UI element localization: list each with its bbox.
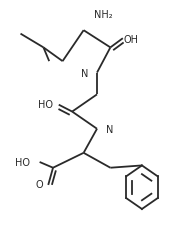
Text: N: N bbox=[81, 68, 88, 78]
Text: OH: OH bbox=[124, 35, 139, 45]
Text: N: N bbox=[106, 124, 113, 134]
Text: O: O bbox=[36, 179, 43, 189]
Text: HO: HO bbox=[38, 99, 53, 109]
Text: HO: HO bbox=[15, 157, 30, 167]
Text: NH₂: NH₂ bbox=[94, 10, 113, 20]
